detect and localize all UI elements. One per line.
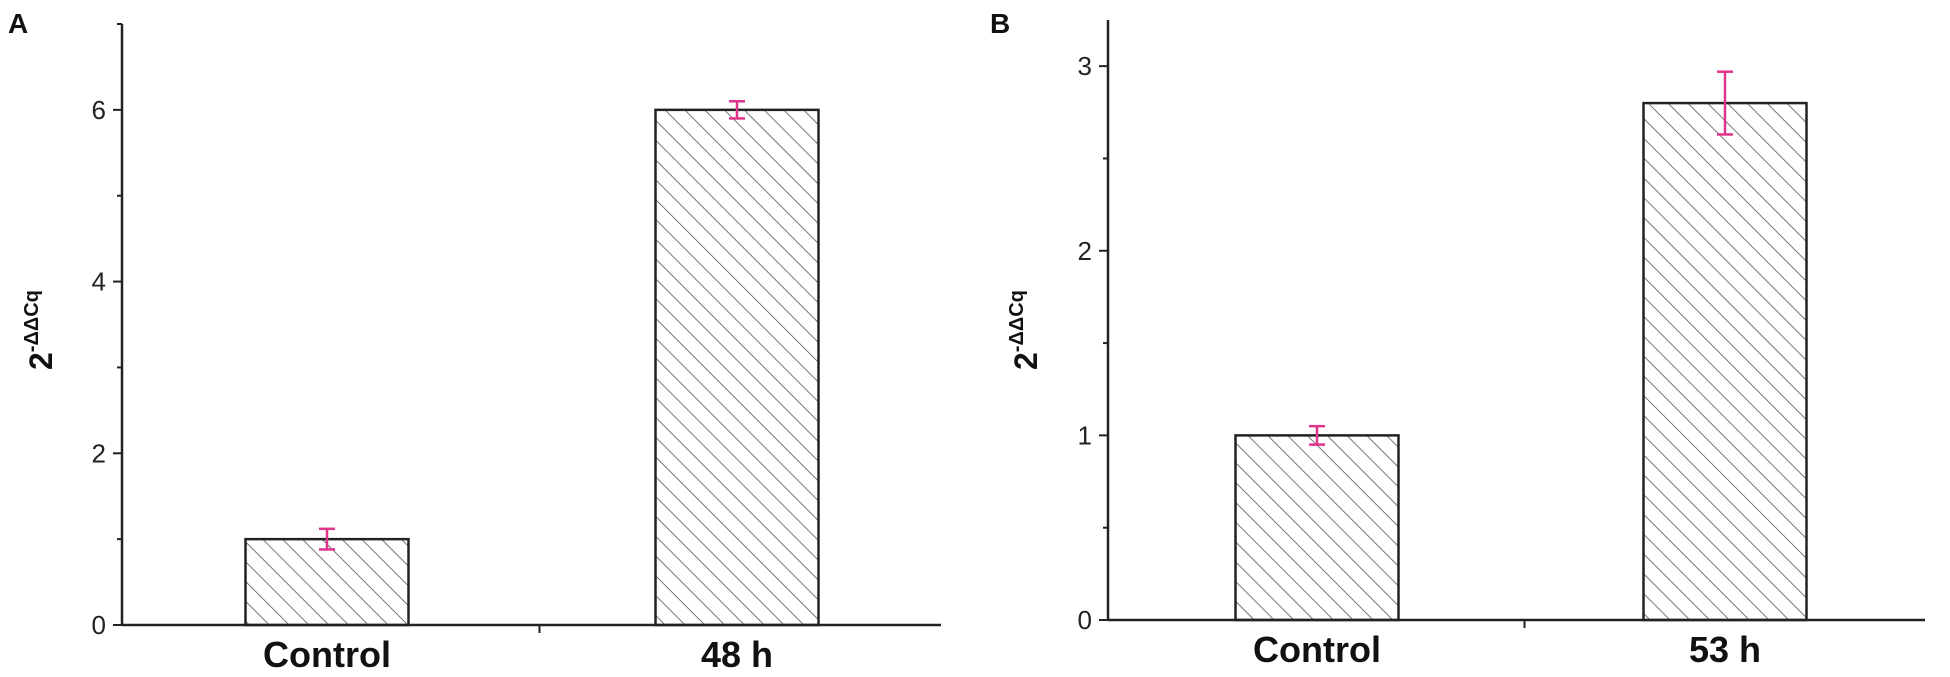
panel-a-label: A [8, 8, 28, 39]
panel-b-axes: 0 1 2 3 Control 53 h [1078, 20, 1925, 670]
p0-y-tick-label: 4 [92, 267, 106, 297]
p1-y-tick-label: 3 [1078, 51, 1092, 81]
p1-category-label: 53 h [1689, 629, 1761, 670]
panel-a: A 2-ΔΔCq 0 2 4 6 Control 48 h [8, 8, 941, 675]
p1-y-tick-label: 1 [1078, 420, 1092, 450]
panel-b-label: B [990, 8, 1010, 39]
panel-b-ylabel: 2-ΔΔCq [1006, 290, 1044, 370]
p0-category-label: Control [263, 634, 391, 675]
p0-bar [244, 537, 410, 627]
p1-y-tick-label: 2 [1078, 236, 1092, 266]
p0-y-tick-label: 0 [92, 610, 106, 640]
panel-b: B 2-ΔΔCq 0 1 2 3 Control 53 h [990, 8, 1925, 670]
p1-y-tick-label: 0 [1078, 605, 1092, 635]
p1-category-label: Control [1253, 629, 1381, 670]
panel-a-ylabel: 2-ΔΔCq [21, 290, 59, 370]
p0-y-tick-label: 2 [92, 438, 106, 468]
panel-a-axes: 0 2 4 6 Control 48 h [92, 23, 941, 675]
p0-bar [654, 108, 820, 627]
p1-bar [1234, 434, 1400, 622]
p0-y-tick-label: 6 [92, 95, 106, 125]
p0-category-label: 48 h [701, 634, 773, 675]
p1-bar [1642, 101, 1808, 622]
